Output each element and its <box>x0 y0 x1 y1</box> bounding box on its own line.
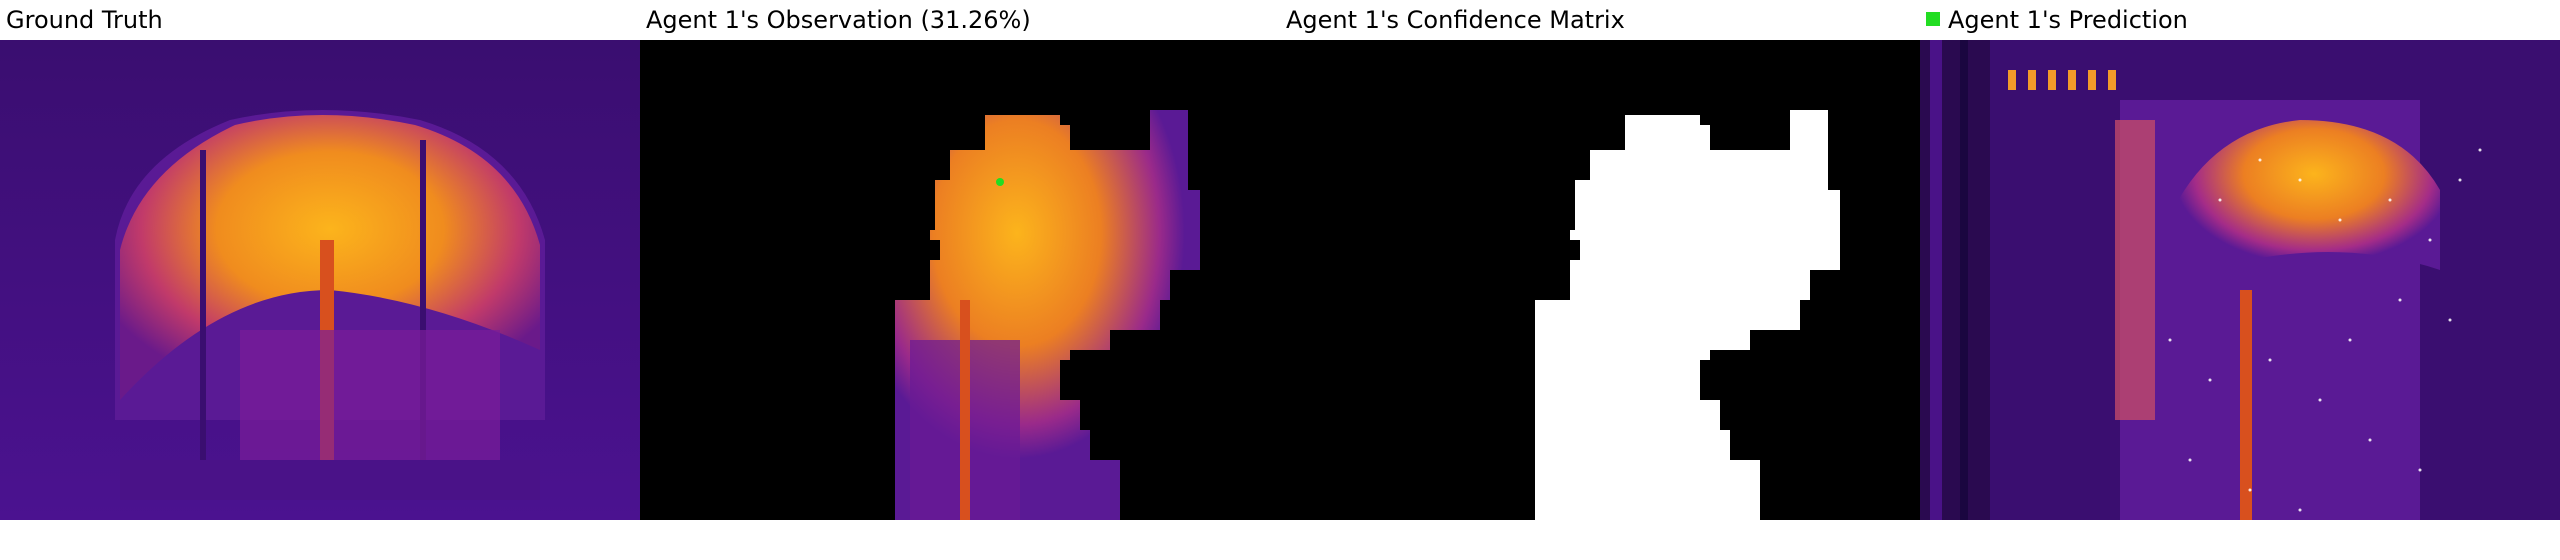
ground-truth-image <box>0 40 640 520</box>
legend-color-swatch <box>1926 12 1940 26</box>
ground-truth-title: Ground Truth <box>6 6 163 34</box>
prediction-title: Agent 1's Prediction <box>1926 2 2188 38</box>
prediction-image <box>1920 40 2560 520</box>
ground-truth-panel: Ground Truth <box>0 0 640 520</box>
observation-title: Agent 1's Observation (31.26%) <box>646 6 1031 34</box>
prediction-panel: Agent 1's Prediction <box>1920 0 2560 520</box>
confidence-panel: Agent 1's Confidence Matrix <box>1280 0 1920 520</box>
observation-panel: Agent 1's Observation (31.26%) <box>640 0 1280 520</box>
confidence-title: Agent 1's Confidence Matrix <box>1286 6 1625 34</box>
confidence-matrix-image <box>1280 40 1920 520</box>
observation-image <box>640 40 1280 520</box>
observation-marker <box>996 178 1004 186</box>
prediction-title-text: Agent 1's Prediction <box>1948 6 2188 34</box>
